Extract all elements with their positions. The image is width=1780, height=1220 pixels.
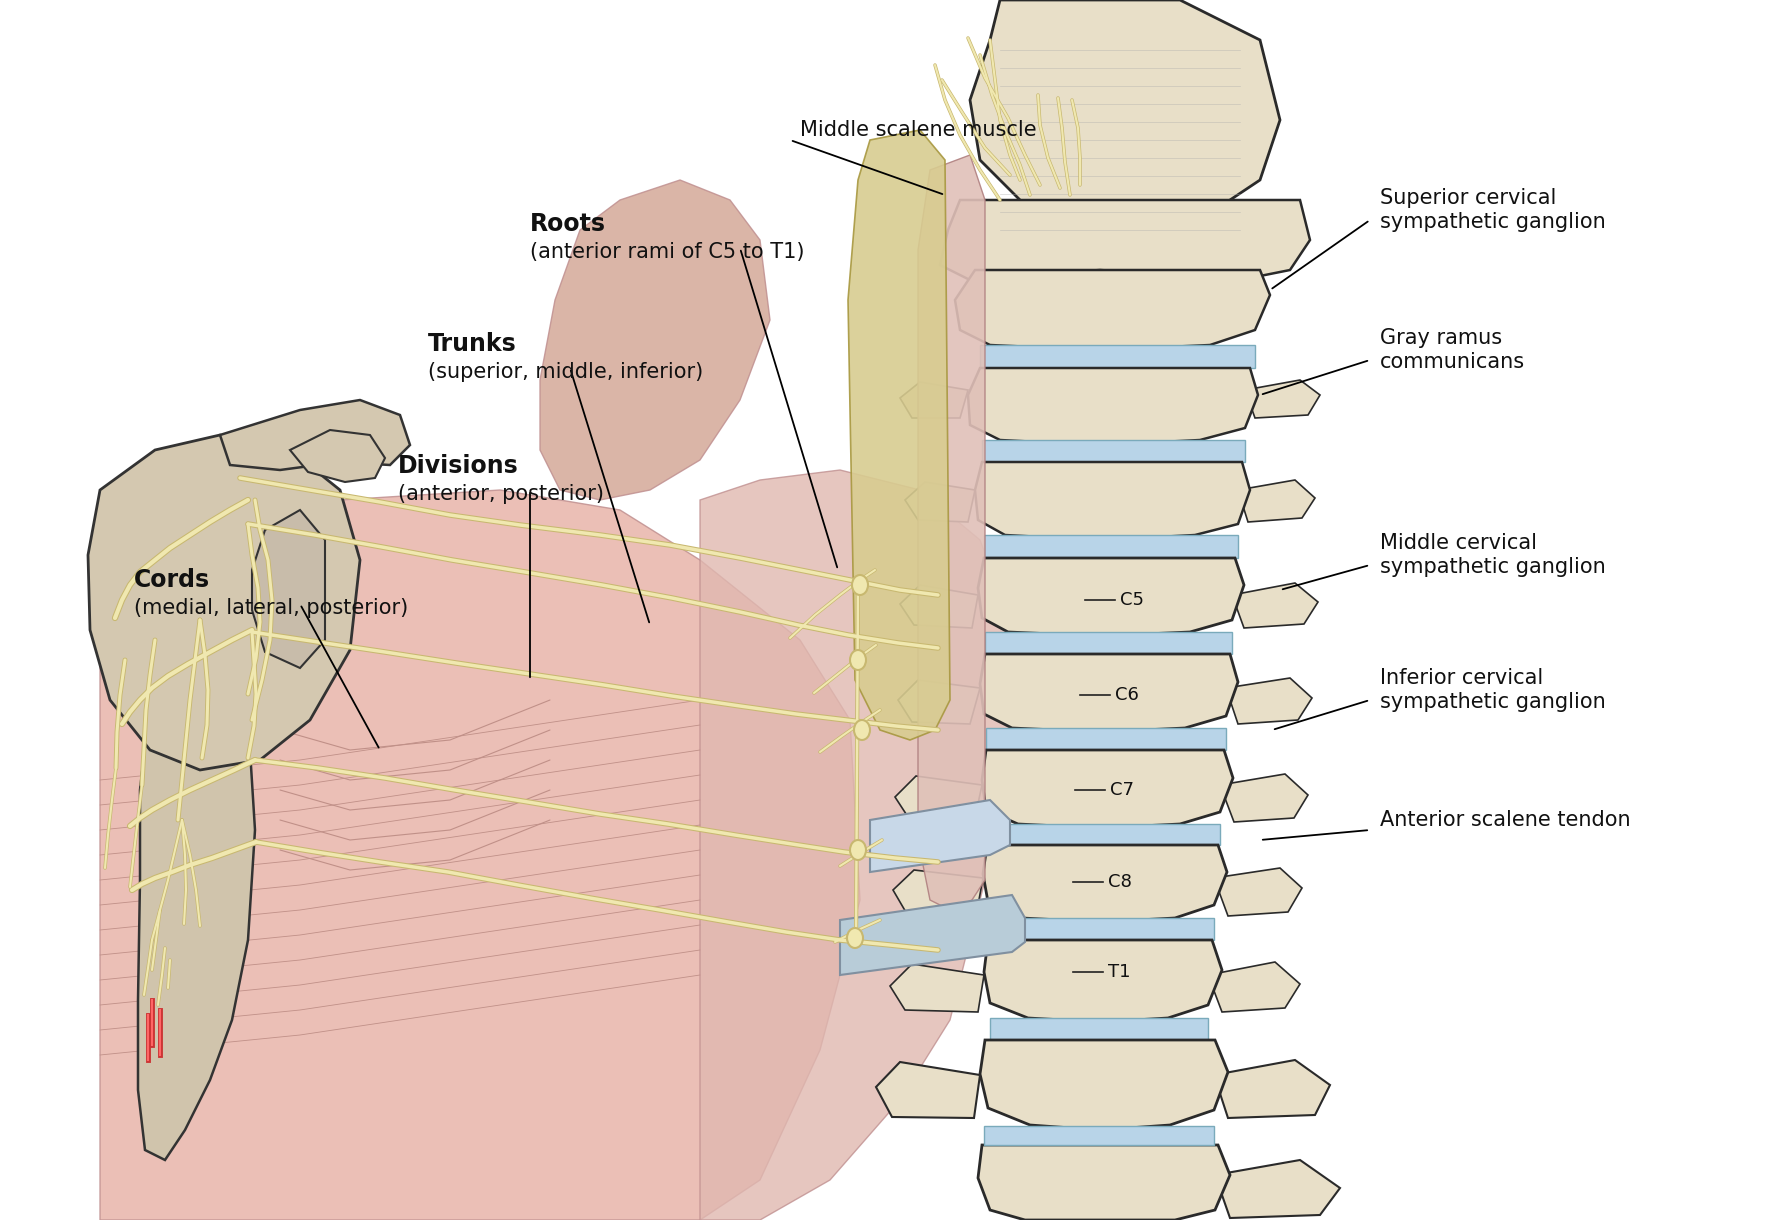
Polygon shape: [251, 510, 324, 669]
Polygon shape: [986, 824, 1219, 845]
Text: Trunks: Trunks: [427, 332, 516, 356]
Ellipse shape: [854, 720, 869, 741]
Polygon shape: [539, 181, 769, 500]
Text: Anterior scalene tendon: Anterior scalene tendon: [1380, 810, 1630, 830]
Ellipse shape: [847, 928, 863, 948]
Polygon shape: [876, 1061, 979, 1118]
Ellipse shape: [849, 650, 865, 670]
Polygon shape: [974, 462, 1250, 540]
Polygon shape: [1237, 479, 1314, 522]
Polygon shape: [87, 436, 360, 770]
Polygon shape: [290, 429, 384, 482]
Polygon shape: [983, 845, 1226, 922]
Polygon shape: [897, 680, 979, 723]
Text: Divisions: Divisions: [397, 454, 518, 478]
Polygon shape: [100, 490, 860, 1220]
Polygon shape: [983, 1126, 1214, 1146]
Text: (anterior rami of C5 to T1): (anterior rami of C5 to T1): [530, 242, 805, 262]
Text: Roots: Roots: [530, 212, 605, 235]
Polygon shape: [1219, 773, 1307, 822]
Polygon shape: [895, 776, 981, 822]
Polygon shape: [840, 895, 1025, 975]
Polygon shape: [1214, 1060, 1330, 1118]
Polygon shape: [979, 654, 1237, 732]
Polygon shape: [981, 440, 1244, 462]
Text: (anterior, posterior): (anterior, posterior): [397, 484, 603, 504]
Polygon shape: [1207, 963, 1299, 1013]
Polygon shape: [988, 917, 1214, 939]
Text: (medial, lateral, posterior): (medial, lateral, posterior): [134, 598, 408, 619]
Polygon shape: [981, 750, 1232, 828]
Polygon shape: [979, 1039, 1228, 1130]
Polygon shape: [917, 155, 984, 910]
Polygon shape: [892, 870, 983, 916]
Text: Gray ramus
communicans: Gray ramus communicans: [1380, 328, 1524, 372]
Polygon shape: [940, 200, 1310, 281]
Polygon shape: [977, 558, 1242, 636]
Ellipse shape: [851, 575, 867, 595]
Polygon shape: [137, 680, 255, 1160]
Polygon shape: [221, 400, 409, 470]
Polygon shape: [984, 632, 1232, 654]
Text: C5: C5: [1120, 590, 1143, 609]
Text: Inferior cervical
sympathetic ganglion: Inferior cervical sympathetic ganglion: [1380, 669, 1606, 711]
Polygon shape: [977, 1146, 1230, 1220]
Text: Middle scalene muscle: Middle scalene muscle: [799, 120, 1036, 140]
Polygon shape: [904, 482, 974, 522]
Polygon shape: [979, 345, 1255, 368]
Polygon shape: [890, 964, 983, 1013]
Polygon shape: [968, 368, 1257, 445]
Polygon shape: [983, 536, 1237, 558]
Polygon shape: [1214, 1160, 1339, 1218]
Polygon shape: [970, 0, 1280, 240]
Polygon shape: [700, 470, 1009, 1220]
Polygon shape: [986, 728, 1225, 750]
Polygon shape: [1232, 583, 1317, 628]
Polygon shape: [1244, 379, 1319, 418]
Text: Middle cervical
sympathetic ganglion: Middle cervical sympathetic ganglion: [1380, 533, 1606, 577]
Text: Cords: Cords: [134, 569, 210, 592]
Text: C6: C6: [1114, 686, 1137, 704]
Text: (superior, middle, inferior): (superior, middle, inferior): [427, 362, 703, 382]
Polygon shape: [899, 586, 977, 628]
Polygon shape: [1214, 867, 1301, 916]
Text: T1: T1: [1107, 963, 1130, 981]
Circle shape: [91, 500, 290, 700]
Polygon shape: [1225, 678, 1312, 723]
Polygon shape: [954, 270, 1269, 350]
Text: Superior cervical
sympathetic ganglion: Superior cervical sympathetic ganglion: [1380, 188, 1606, 232]
Polygon shape: [899, 382, 968, 418]
Text: C8: C8: [1107, 874, 1132, 891]
Polygon shape: [983, 939, 1221, 1022]
Polygon shape: [847, 131, 949, 741]
Text: C7: C7: [1109, 781, 1134, 799]
Polygon shape: [869, 800, 1009, 872]
Polygon shape: [990, 1017, 1207, 1039]
Ellipse shape: [849, 841, 865, 860]
